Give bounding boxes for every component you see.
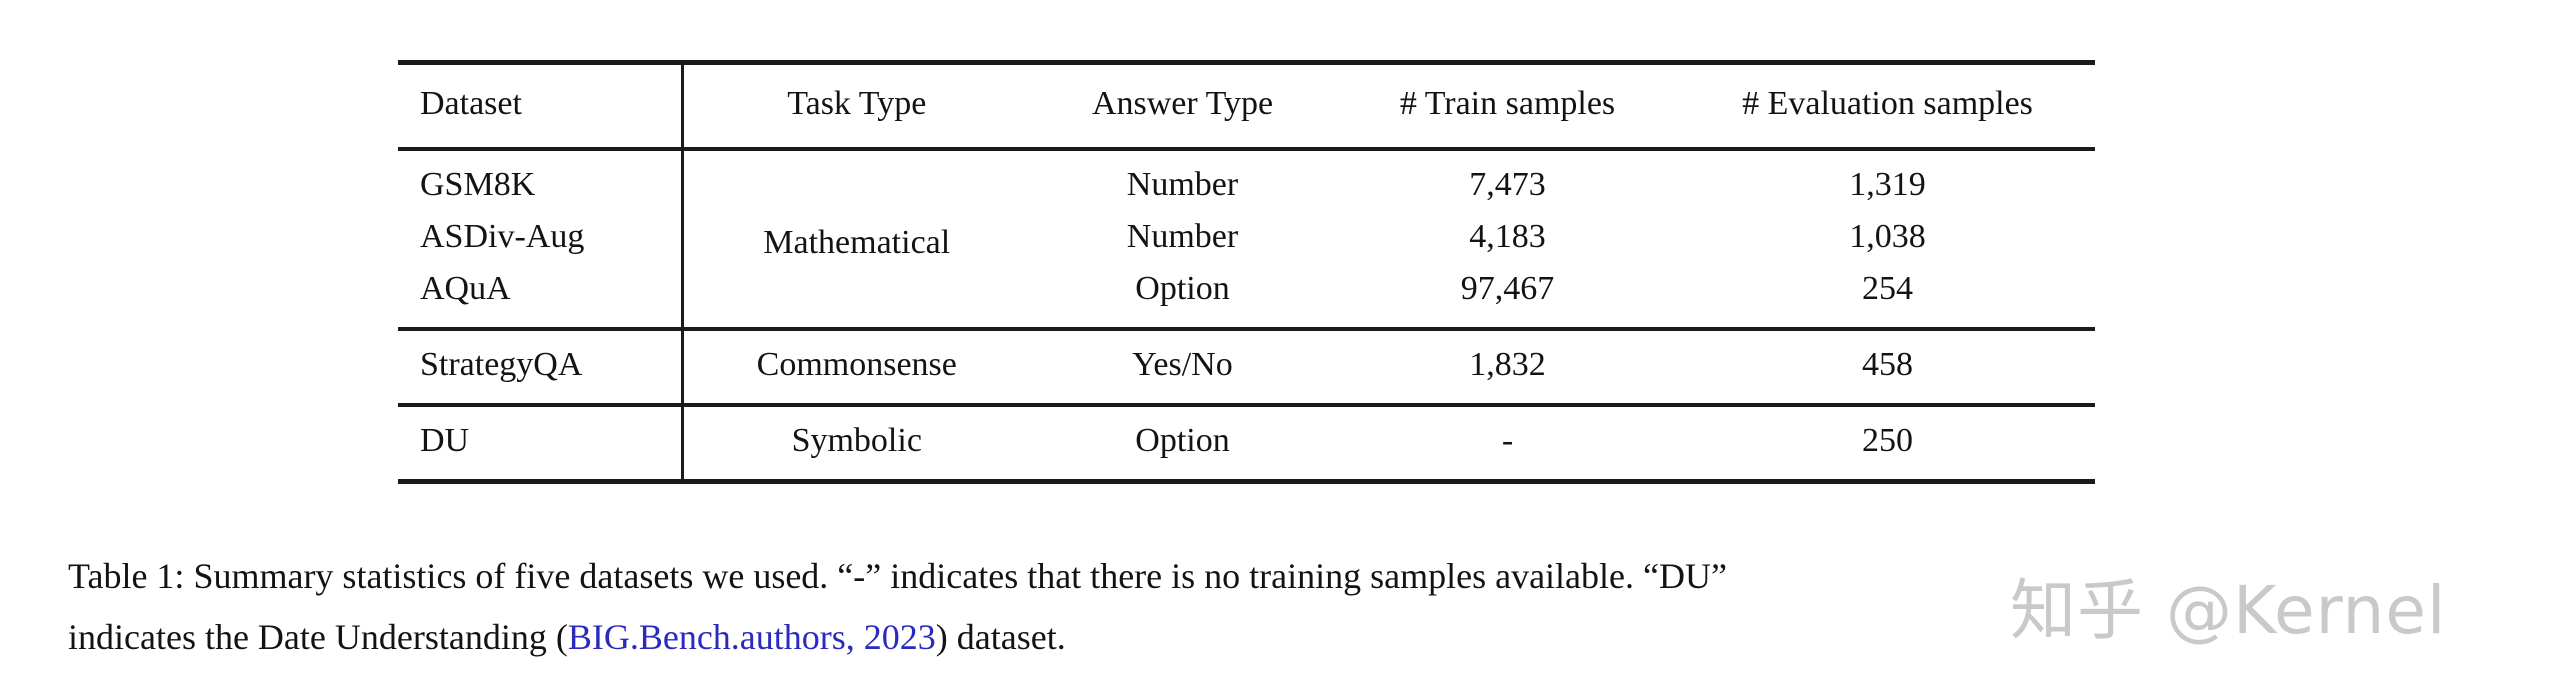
cell-train-samples: - [1501, 422, 1514, 459]
header-row: Dataset Task Type Answer Type # Train sa… [398, 62, 2095, 151]
table-row: ASDiv-Aug Number 4,183 1,038 [398, 211, 2095, 263]
cell-eval-samples: 254 [1862, 270, 1913, 307]
table-row: AQuA Option 97,467 254 [398, 263, 2095, 329]
cell-train-samples: 97,467 [1460, 270, 1555, 307]
cell-answer-type: Option [1135, 270, 1230, 307]
cell-eval-samples: 1,038 [1849, 218, 1926, 255]
table-caption: Table 1: Summary statistics of five data… [68, 546, 1727, 668]
cell-task-type: Mathematical [763, 224, 951, 261]
cell-dataset: ASDiv-Aug [398, 211, 684, 263]
cell-eval-samples: 250 [1862, 422, 1913, 459]
summary-statistics-table: Dataset Task Type Answer Type # Train sa… [398, 60, 2095, 484]
group-symbolic: DU Symbolic Option - 250 [398, 405, 2095, 482]
cell-dataset: DU [398, 405, 684, 482]
cell-answer-type: Number [1126, 218, 1239, 255]
caption-line-1: Table 1: Summary statistics of five data… [68, 556, 1727, 596]
cell-train-samples: 1,832 [1469, 346, 1546, 383]
cell-answer-type: Option [1135, 422, 1230, 459]
cell-eval-samples: 458 [1862, 346, 1913, 383]
cell-train-samples: 7,473 [1469, 166, 1546, 203]
group-commonsense: StrategyQA Commonsense Yes/No 1,832 458 [398, 329, 2095, 405]
cell-train-samples: 4,183 [1469, 218, 1546, 255]
cell-answer-type: Yes/No [1132, 346, 1233, 383]
caption-line-2: indicates the Date Understanding (BIG.Be… [68, 607, 1727, 668]
cell-dataset: AQuA [398, 263, 684, 329]
datasets-table: Dataset Task Type Answer Type # Train sa… [398, 60, 2095, 484]
column-header-train-samples: # Train samples [1335, 62, 1680, 151]
column-header-evaluation-samples: # Evaluation samples [1680, 62, 2095, 151]
column-header-task-type: Task Type [682, 62, 1030, 151]
table-row: StrategyQA Commonsense Yes/No 1,832 458 [398, 329, 2095, 405]
cell-answer-type: Number [1126, 166, 1239, 203]
cell-task-type: Commonsense [756, 346, 957, 383]
citation-link[interactable]: BIG.Bench.authors, 2023 [567, 617, 936, 657]
group-mathematical: GSM8K Mathematical Number 7,473 1,319 AS… [398, 149, 2095, 329]
cell-eval-samples: 1,319 [1849, 166, 1926, 203]
cell-dataset: StrategyQA [398, 329, 684, 405]
zhihu-watermark: 知乎 @Kernel [2010, 572, 2447, 649]
cell-dataset: GSM8K [398, 149, 684, 211]
table-row: GSM8K Mathematical Number 7,473 1,319 [398, 149, 2095, 261]
caption-line-2-suffix: ) dataset. [935, 617, 1066, 657]
cell-task-type: Symbolic [791, 422, 922, 459]
table-header: Dataset Task Type Answer Type # Train sa… [398, 62, 2095, 151]
caption-line-2-prefix: indicates the Date Understanding ( [68, 617, 568, 657]
column-header-answer-type: Answer Type [1030, 62, 1335, 151]
table-row: DU Symbolic Option - 250 [398, 405, 2095, 482]
column-header-dataset: Dataset [398, 62, 684, 151]
